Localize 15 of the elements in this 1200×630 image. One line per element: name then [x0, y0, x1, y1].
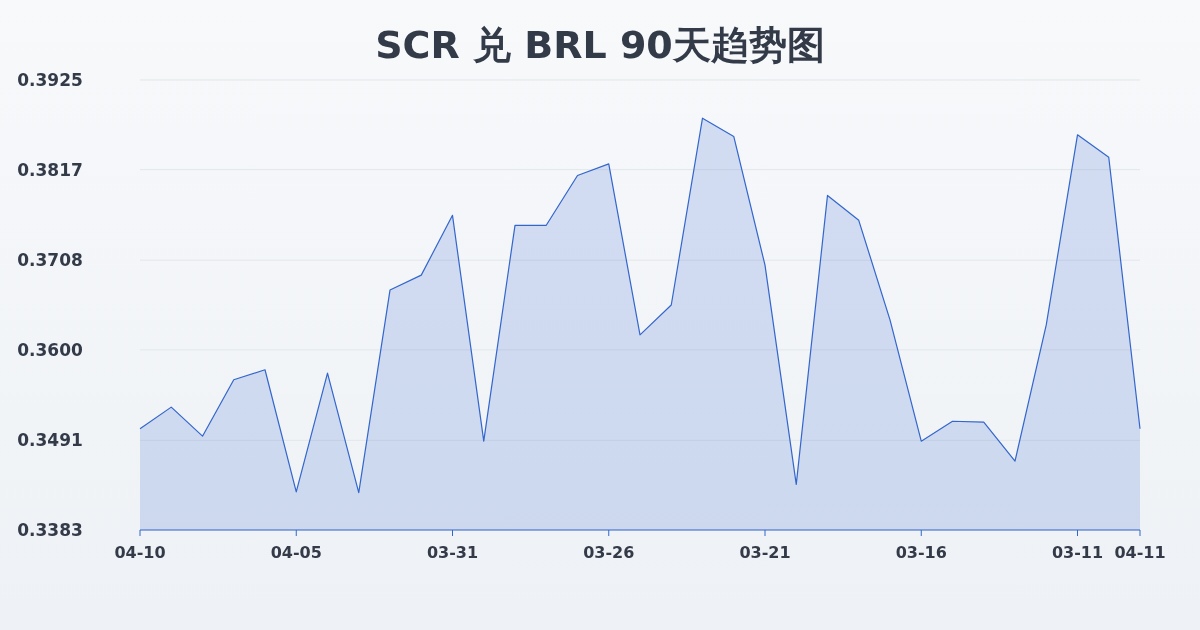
y-tick-label: 0.3925: [17, 69, 83, 90]
y-tick-label: 0.3708: [17, 250, 83, 271]
x-tick-label: 03-11: [1051, 543, 1104, 562]
x-tick-label: 03-31: [426, 543, 479, 562]
x-tick-label: 04-05: [270, 543, 322, 562]
y-tick-label: 0.3491: [17, 430, 83, 451]
chart-title: SCR 兑 BRL 90天趋势图: [375, 23, 825, 67]
y-tick-label: 0.3817: [17, 159, 83, 180]
x-tick-label: 03-26: [583, 543, 635, 562]
x-tick-label: 03-16: [895, 543, 947, 562]
x-tick-label: 03-21: [739, 543, 791, 562]
y-tick-label: 0.3383: [17, 519, 83, 540]
x-tick-label: 04-10: [114, 543, 166, 562]
x-tick-label: 04-11: [1114, 543, 1166, 562]
y-tick-label: 0.3600: [17, 339, 83, 360]
